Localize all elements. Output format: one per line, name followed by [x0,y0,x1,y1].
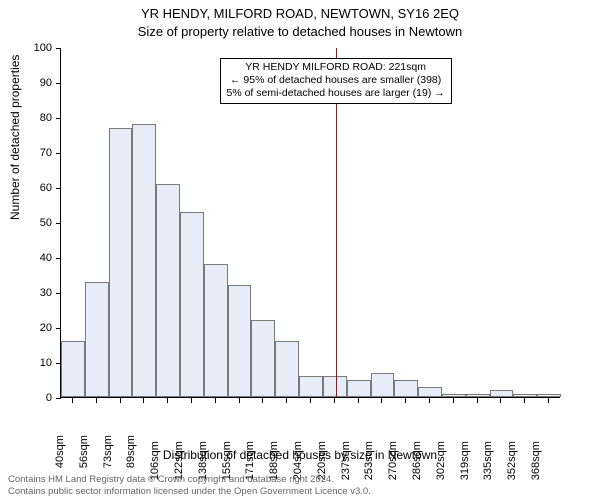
x-tick-mark [167,398,168,403]
y-tick-mark [56,48,61,49]
x-tick-mark [381,398,382,403]
histogram-bar [132,124,156,397]
x-tick-mark [429,398,430,403]
histogram-bar [490,390,514,397]
x-tick-mark [358,398,359,403]
x-tick-mark [191,398,192,403]
x-tick-mark [143,398,144,403]
histogram-bar [275,341,299,397]
callout-line2: ← 95% of detached houses are smaller (39… [227,74,445,87]
chart-container: YR HENDY, MILFORD ROAD, NEWTOWN, SY16 2E… [0,0,600,500]
x-tick-mark [405,398,406,403]
chart-title-address: YR HENDY, MILFORD ROAD, NEWTOWN, SY16 2E… [0,6,600,21]
x-tick-mark [453,398,454,403]
y-tick-label: 40 [12,252,52,264]
annotation-callout: YR HENDY MILFORD ROAD: 221sqm ← 95% of d… [220,58,452,104]
histogram-bar [228,285,252,397]
x-tick-mark [477,398,478,403]
histogram-bar [537,394,561,398]
histogram-bar [513,394,537,398]
y-tick-label: 90 [12,77,52,89]
y-tick-label: 0 [12,392,52,404]
histogram-bar [204,264,228,397]
y-tick-mark [56,83,61,84]
y-tick-label: 70 [12,147,52,159]
y-tick-label: 50 [12,217,52,229]
x-tick-mark [96,398,97,403]
x-tick-mark [262,398,263,403]
x-tick-mark [120,398,121,403]
y-tick-label: 100 [12,42,52,54]
histogram-bar [418,387,442,398]
y-tick-mark [56,223,61,224]
histogram-bar [61,341,85,397]
x-tick-mark [548,398,549,403]
histogram-bar [85,282,109,398]
histogram-bar [251,320,275,397]
y-tick-mark [56,118,61,119]
x-tick-mark [239,398,240,403]
y-tick-label: 20 [12,322,52,334]
histogram-bar [466,394,490,398]
y-tick-label: 10 [12,357,52,369]
histogram-bar [299,376,323,397]
callout-line1: YR HENDY MILFORD ROAD: 221sqm [227,61,445,74]
x-tick-mark [334,398,335,403]
x-tick-mark [524,398,525,403]
y-tick-label: 80 [12,112,52,124]
y-tick-mark [56,153,61,154]
y-tick-mark [56,293,61,294]
y-tick-mark [56,328,61,329]
histogram-bar [394,380,418,398]
x-tick-mark [500,398,501,403]
y-tick-mark [56,188,61,189]
x-tick-mark [310,398,311,403]
footer-line1: Contains HM Land Registry data © Crown c… [8,474,371,485]
histogram-bar [156,184,180,398]
histogram-bar [180,212,204,398]
histogram-bar [109,128,133,398]
x-tick-mark [215,398,216,403]
y-tick-label: 60 [12,182,52,194]
histogram-bar [347,380,371,398]
chart-subtitle: Size of property relative to detached ho… [0,24,600,39]
histogram-bar [442,394,466,398]
x-axis-label: Distribution of detached houses by size … [0,448,600,462]
callout-line3: 5% of semi-detached houses are larger (1… [227,87,445,100]
footer-line2: Contains public sector information licen… [8,486,371,497]
x-tick-mark [286,398,287,403]
license-footer: Contains HM Land Registry data © Crown c… [8,474,371,497]
y-tick-label: 30 [12,287,52,299]
histogram-bar [371,373,395,398]
x-tick-mark [72,398,73,403]
y-tick-mark [56,258,61,259]
